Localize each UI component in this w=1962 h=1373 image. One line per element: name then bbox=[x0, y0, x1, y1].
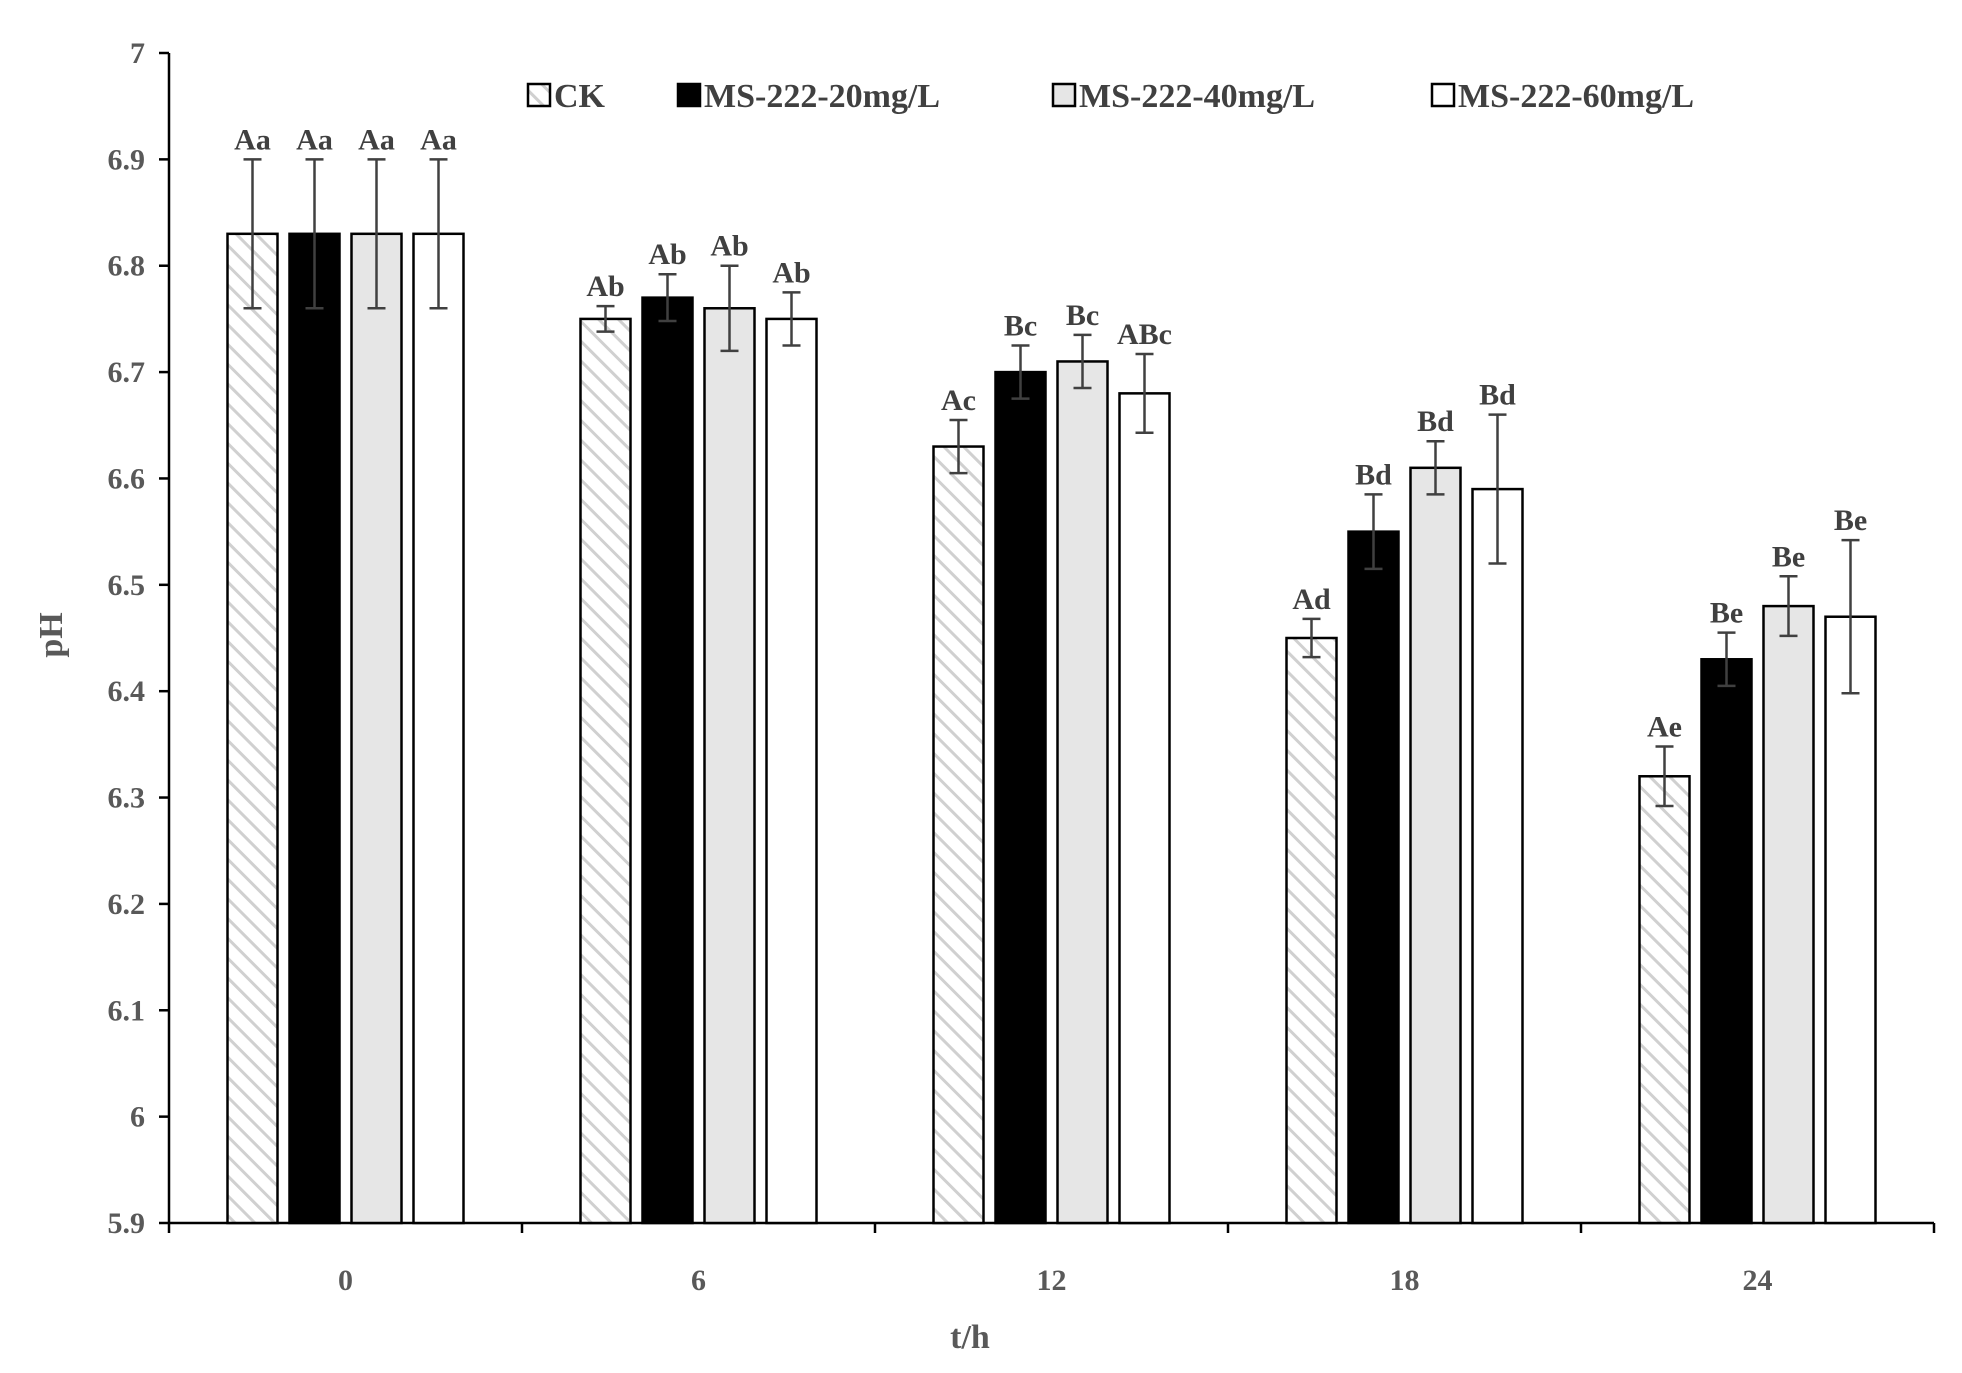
bar bbox=[1118, 392, 1171, 1225]
data-label: Ab bbox=[648, 238, 686, 271]
y-tick-label: 6.3 bbox=[108, 782, 146, 815]
data-label: Aa bbox=[296, 123, 333, 156]
bar bbox=[1347, 530, 1400, 1225]
data-label: Ae bbox=[1647, 710, 1682, 743]
legend-label: MS-222-20mg/L bbox=[704, 78, 940, 115]
y-tick-label: 6.7 bbox=[108, 356, 146, 389]
y-tick-label: 6.2 bbox=[108, 888, 146, 921]
legend-swatch bbox=[1430, 82, 1456, 108]
y-axis-title: pH bbox=[33, 612, 70, 657]
y-tick-label: 5.9 bbox=[108, 1207, 146, 1240]
data-label: Bd bbox=[1355, 458, 1392, 491]
bar bbox=[703, 307, 756, 1225]
data-label: Ab bbox=[586, 270, 624, 303]
y-tick-label: 6.8 bbox=[108, 250, 146, 283]
bar bbox=[1700, 658, 1753, 1225]
legend-label: CK bbox=[554, 78, 606, 115]
bar bbox=[1824, 615, 1877, 1225]
data-label: Be bbox=[1834, 504, 1867, 537]
bar bbox=[1056, 360, 1109, 1225]
x-axis-title: t/h bbox=[950, 1319, 990, 1356]
x-tick-label: 18 bbox=[1390, 1264, 1420, 1297]
x-tick-label: 6 bbox=[691, 1264, 706, 1297]
y-tick-label: 6.1 bbox=[108, 994, 146, 1027]
bar bbox=[579, 317, 632, 1225]
bar bbox=[226, 232, 279, 1225]
data-label: Aa bbox=[234, 123, 271, 156]
data-label: Bc bbox=[1066, 299, 1099, 332]
data-label: Ab bbox=[772, 256, 810, 289]
bar bbox=[350, 232, 403, 1225]
bar bbox=[1762, 604, 1815, 1225]
legend-swatch bbox=[676, 82, 702, 108]
bar bbox=[412, 232, 465, 1225]
bar bbox=[288, 232, 341, 1225]
bar bbox=[641, 296, 694, 1225]
data-label: Bd bbox=[1417, 405, 1454, 438]
data-label: Ab bbox=[710, 230, 748, 263]
legend-label: MS-222-60mg/L bbox=[1458, 78, 1694, 115]
data-label: Ad bbox=[1292, 583, 1331, 616]
y-tick-label: 6.6 bbox=[108, 462, 146, 495]
data-label: Bd bbox=[1479, 379, 1516, 412]
bar bbox=[1409, 466, 1462, 1225]
data-label: Be bbox=[1710, 597, 1743, 630]
bar bbox=[1471, 487, 1524, 1225]
legend-swatch bbox=[526, 82, 552, 108]
y-tick-label: 7 bbox=[130, 37, 145, 70]
legend-label: MS-222-40mg/L bbox=[1079, 78, 1315, 115]
bar bbox=[1638, 775, 1691, 1225]
data-label: Be bbox=[1772, 540, 1805, 573]
plot-area: 5.9 6 6.1 6.2 6.3 6.4 6.5 6.6 6.7 6.8 6.9 7 0 6 12 18 24… bbox=[108, 37, 1936, 1297]
y-tick-label: 6.4 bbox=[108, 675, 146, 708]
y-tick-label: 6.5 bbox=[108, 569, 146, 602]
bar bbox=[932, 445, 985, 1225]
x-tick-label: 12 bbox=[1037, 1264, 1067, 1297]
y-tick-label: 6.9 bbox=[108, 143, 146, 176]
data-label: Bc bbox=[1004, 310, 1037, 343]
data-label: Aa bbox=[358, 123, 395, 156]
x-tick-label: 0 bbox=[338, 1264, 353, 1297]
bar bbox=[765, 317, 818, 1225]
data-label: Ac bbox=[941, 384, 976, 417]
data-label: Aa bbox=[420, 123, 457, 156]
bar bbox=[1285, 636, 1338, 1225]
data-label: ABc bbox=[1117, 318, 1172, 351]
x-tick-label: 24 bbox=[1743, 1264, 1773, 1297]
legend-swatch bbox=[1051, 82, 1077, 108]
bar bbox=[994, 370, 1047, 1225]
y-tick-label: 6 bbox=[130, 1101, 145, 1134]
